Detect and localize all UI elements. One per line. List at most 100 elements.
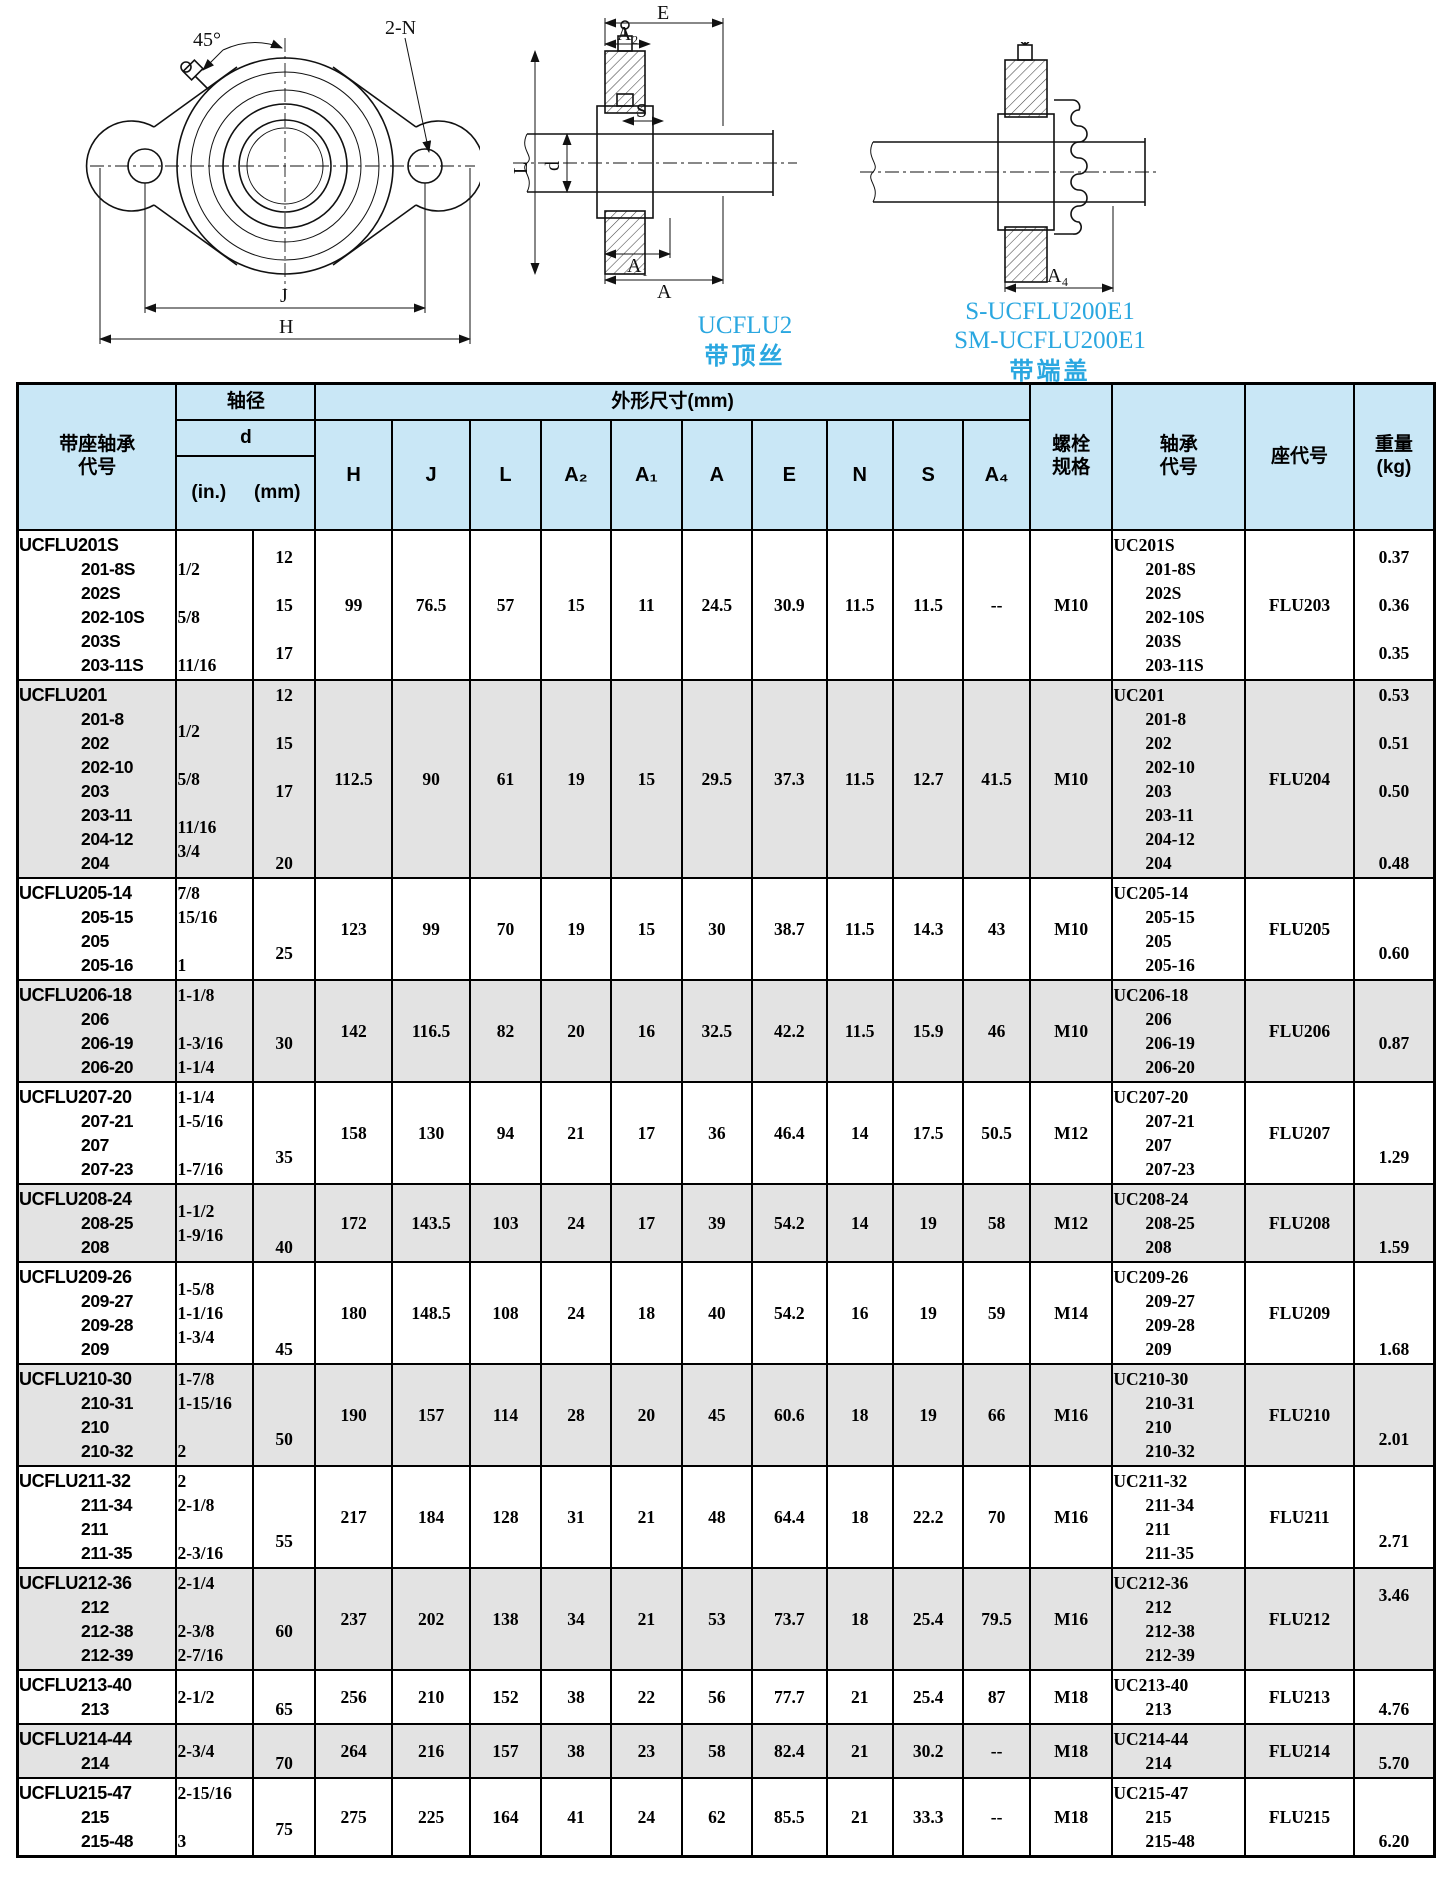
bearing-unit-code-cell: UCFLU210-30 210-31 210 210-32 <box>16 1363 178 1468</box>
header-unit-code: 带座轴承 代号 <box>16 382 178 532</box>
dim-A1-cell: 21 <box>610 1465 683 1570</box>
bearing-unit-code-cell: UCFLU215-47 215 215-48 <box>16 1777 178 1858</box>
middle-drawing-caption: UCFLU2 带顶丝 <box>650 312 840 370</box>
dim-A1-cell: 15 <box>610 679 683 880</box>
bearing-code-variants: 215 215-48 <box>1145 1807 1195 1852</box>
dim-S-cell: 22.2 <box>891 1465 965 1570</box>
spec-table-header: 带座轴承 代号 轴径 外形尺寸(mm) 螺栓 规格 轴承 代号 座代号 重量 (… <box>16 382 1436 532</box>
bearing-code-cell: UC208-24 208-25 208 <box>1111 1183 1247 1264</box>
bearing-code-main: UC206-18 <box>1113 985 1189 1006</box>
model-note: 带顶丝 <box>704 342 786 370</box>
dim-A4-cell: -- <box>962 1777 1031 1858</box>
dim-L-cell: 57 <box>469 529 542 682</box>
dim-N-cell: 14 <box>825 1183 894 1264</box>
header-bearing-code: 轴承 代号 <box>1111 382 1247 532</box>
unit-code-main: UCFLU201 <box>19 685 107 706</box>
dim-J-cell: 184 <box>390 1465 472 1570</box>
dim-L-cell: 157 <box>469 1723 542 1780</box>
header-housing-code: 座代号 <box>1244 382 1355 532</box>
bolt-size-cell: M12 <box>1028 1081 1114 1186</box>
model-label: UCFLU2 <box>697 312 793 339</box>
bearing-code-variants: 210-31 210 210-32 <box>1145 1393 1195 1462</box>
dim-S-cell: 25.4 <box>891 1669 965 1726</box>
dim-A1-cell: 20 <box>610 1363 683 1468</box>
dim-N-cell: 11.5 <box>825 529 894 682</box>
table-row: UCFLU210-30 210-31 210 210-32 1-7/8 1-15… <box>16 1363 1436 1468</box>
dim-E-cell: 37.3 <box>751 679 828 880</box>
shaft-dia-in-cell: 1/2 5/8 11/16 3/4 <box>175 679 254 880</box>
dim-S-cell: 19 <box>891 1261 965 1366</box>
unit-code-variants: 210-31 210 210-32 <box>81 1393 134 1462</box>
unit-code-variants: 213 <box>81 1699 109 1720</box>
dim-J-cell: 90 <box>390 679 472 880</box>
header-J: J <box>390 418 472 532</box>
unit-code-variants: 207-21 207 207-23 <box>81 1111 134 1180</box>
bearing-code-variants: 201-8S 202S 202-10S 203S 203-11S <box>1145 559 1205 676</box>
side-view-endcover-drawing: A₄ <box>860 42 1160 293</box>
housing-code-cell: FLU204 <box>1244 679 1355 880</box>
dim-A2-cell: 38 <box>539 1669 613 1726</box>
dim-H-cell: 180 <box>314 1261 393 1366</box>
bearing-code-variants: 207-21 207 207-23 <box>1145 1111 1195 1180</box>
dim-L-cell: 164 <box>469 1777 542 1858</box>
dim-S-cell: 17.5 <box>891 1081 965 1186</box>
bearing-unit-code-cell: UCFLU208-24 208-25 208 <box>16 1183 178 1264</box>
weight-cell: 0.87 <box>1352 979 1436 1084</box>
shaft-dia-in-cell: 1/2 5/8 11/16 <box>175 529 254 682</box>
dim-E-cell: 60.6 <box>751 1363 828 1468</box>
shaft-dia-in-cell: 2-15/16 3 <box>175 1777 254 1858</box>
weight-cell: 2.01 <box>1352 1363 1436 1468</box>
shaft-dia-in-cell: 1-7/8 1-15/16 2 <box>175 1363 254 1468</box>
dim-A4-cell: 46 <box>962 979 1031 1084</box>
bolt-size-cell: M12 <box>1028 1183 1114 1264</box>
weight-cell: 1.29 <box>1352 1081 1436 1186</box>
dim-A1-cell: 21 <box>610 1567 683 1672</box>
shaft-dia-mm-cell: 55 <box>251 1465 317 1570</box>
table-row: UCFLU213-40 213 2-1/2 65 256 210 152 38 … <box>16 1669 1436 1726</box>
dim-A2-cell: 24 <box>539 1261 613 1366</box>
dim-S-cell: 11.5 <box>891 529 965 682</box>
dim-N-cell: 21 <box>825 1777 894 1858</box>
dim-A4-cell: 41.5 <box>962 679 1031 880</box>
bearing-code-main: UC201 <box>1113 685 1165 706</box>
bearing-unit-code-cell: UCFLU206-18 206 206-19 206-20 <box>16 979 178 1084</box>
dim-H-cell: 158 <box>314 1081 393 1186</box>
shaft-dia-mm-cell: 75 <box>251 1777 317 1858</box>
dim-E-cell: 64.4 <box>751 1465 828 1570</box>
dim-H-cell: 237 <box>314 1567 393 1672</box>
weight-cell: 6.20 <box>1352 1777 1436 1858</box>
dim-N-cell: 11.5 <box>825 679 894 880</box>
bearing-unit-code-cell: UCFLU201S 201-8S 202S 202-10S 203S 203-1… <box>16 529 178 682</box>
dim-L-cell: 103 <box>469 1183 542 1264</box>
unit-code-variants: 209-27 209-28 209 <box>81 1291 134 1360</box>
bearing-unit-code-cell: UCFLU209-26 209-27 209-28 209 <box>16 1261 178 1366</box>
bearing-code-cell: UC206-18 206 206-19 206-20 <box>1111 979 1247 1084</box>
table-row: UCFLU214-44 214 2-3/4 70 264 216 157 38 … <box>16 1723 1436 1780</box>
dim-A2-cell: 21 <box>539 1081 613 1186</box>
bolt-size-cell: M10 <box>1028 979 1114 1084</box>
dim-E-cell: 82.4 <box>751 1723 828 1780</box>
bearing-code-cell: UC211-32 211-34 211 211-35 <box>1111 1465 1247 1570</box>
dim-E-cell: 77.7 <box>751 1669 828 1726</box>
dim-J-cell: 116.5 <box>390 979 472 1084</box>
unit-code-main: UCFLU205-14 <box>19 883 132 904</box>
shaft-dia-mm-cell: 12 15 17 <box>251 529 317 682</box>
unit-code-variants: 215 215-48 <box>81 1807 134 1852</box>
dim-d-label: d <box>542 161 564 171</box>
dim-N-cell: 18 <box>825 1363 894 1468</box>
housing-boss-circle <box>176 57 394 275</box>
bearing-code-main: UC209-26 <box>1113 1267 1189 1288</box>
dim-A-cell: 30 <box>680 877 754 982</box>
dim-A1-cell: 22 <box>610 1669 683 1726</box>
bearing-code-variants: 211-34 211 211-35 <box>1145 1495 1194 1564</box>
shaft-dia-in-cell: 7/8 15/16 1 <box>175 877 254 982</box>
bolt-size-cell: M10 <box>1028 877 1114 982</box>
table-row: UCFLU208-24 208-25 208 1-1/2 1-9/16 40 1… <box>16 1183 1436 1264</box>
dim-A1-label: A₁ <box>627 255 648 277</box>
bearing-boss-section <box>596 105 654 219</box>
dim-E-cell: 38.7 <box>751 877 828 982</box>
weight-cell: 2.71 <box>1352 1465 1436 1570</box>
dim-E-cell: 42.2 <box>751 979 828 1084</box>
dim-A-cell: 58 <box>680 1723 754 1780</box>
dim-N-cell: 18 <box>825 1465 894 1570</box>
